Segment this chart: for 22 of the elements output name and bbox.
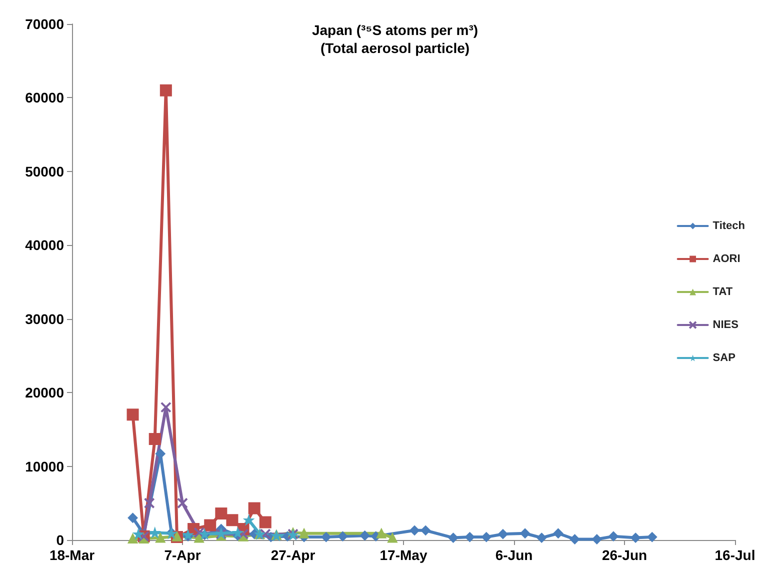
- x-tick-label: 17-May: [380, 547, 428, 563]
- x-tick-label: 18-Mar: [49, 547, 96, 563]
- y-tick-label: 60000: [25, 90, 64, 106]
- legend-label: AORI: [712, 253, 740, 265]
- legend-label: SAP: [712, 352, 736, 364]
- legend-label: Titech: [712, 220, 746, 232]
- x-tick-label: 6-Jun: [495, 547, 533, 563]
- legend-label: TAT: [712, 286, 733, 298]
- y-tick-label: 10000: [25, 458, 64, 474]
- x-tick-label: 26-Jun: [602, 547, 648, 563]
- y-tick-label: 70000: [25, 16, 64, 32]
- legend-label: NIES: [712, 319, 738, 331]
- x-tick-label: 16-Jul: [714, 547, 756, 563]
- y-tick-label: 0: [56, 532, 64, 548]
- chart-title: Japan (³⁵S atoms per m³): [312, 22, 478, 38]
- x-tick-label: 27-Apr: [270, 547, 316, 563]
- y-tick-label: 40000: [25, 237, 64, 254]
- x-tick-label: 7-Apr: [164, 547, 202, 563]
- y-tick-label: 30000: [25, 310, 64, 327]
- y-tick-label: 20000: [25, 384, 64, 401]
- text: (Total aerosol particle): [320, 40, 470, 56]
- y-tick-label: 50000: [25, 163, 64, 180]
